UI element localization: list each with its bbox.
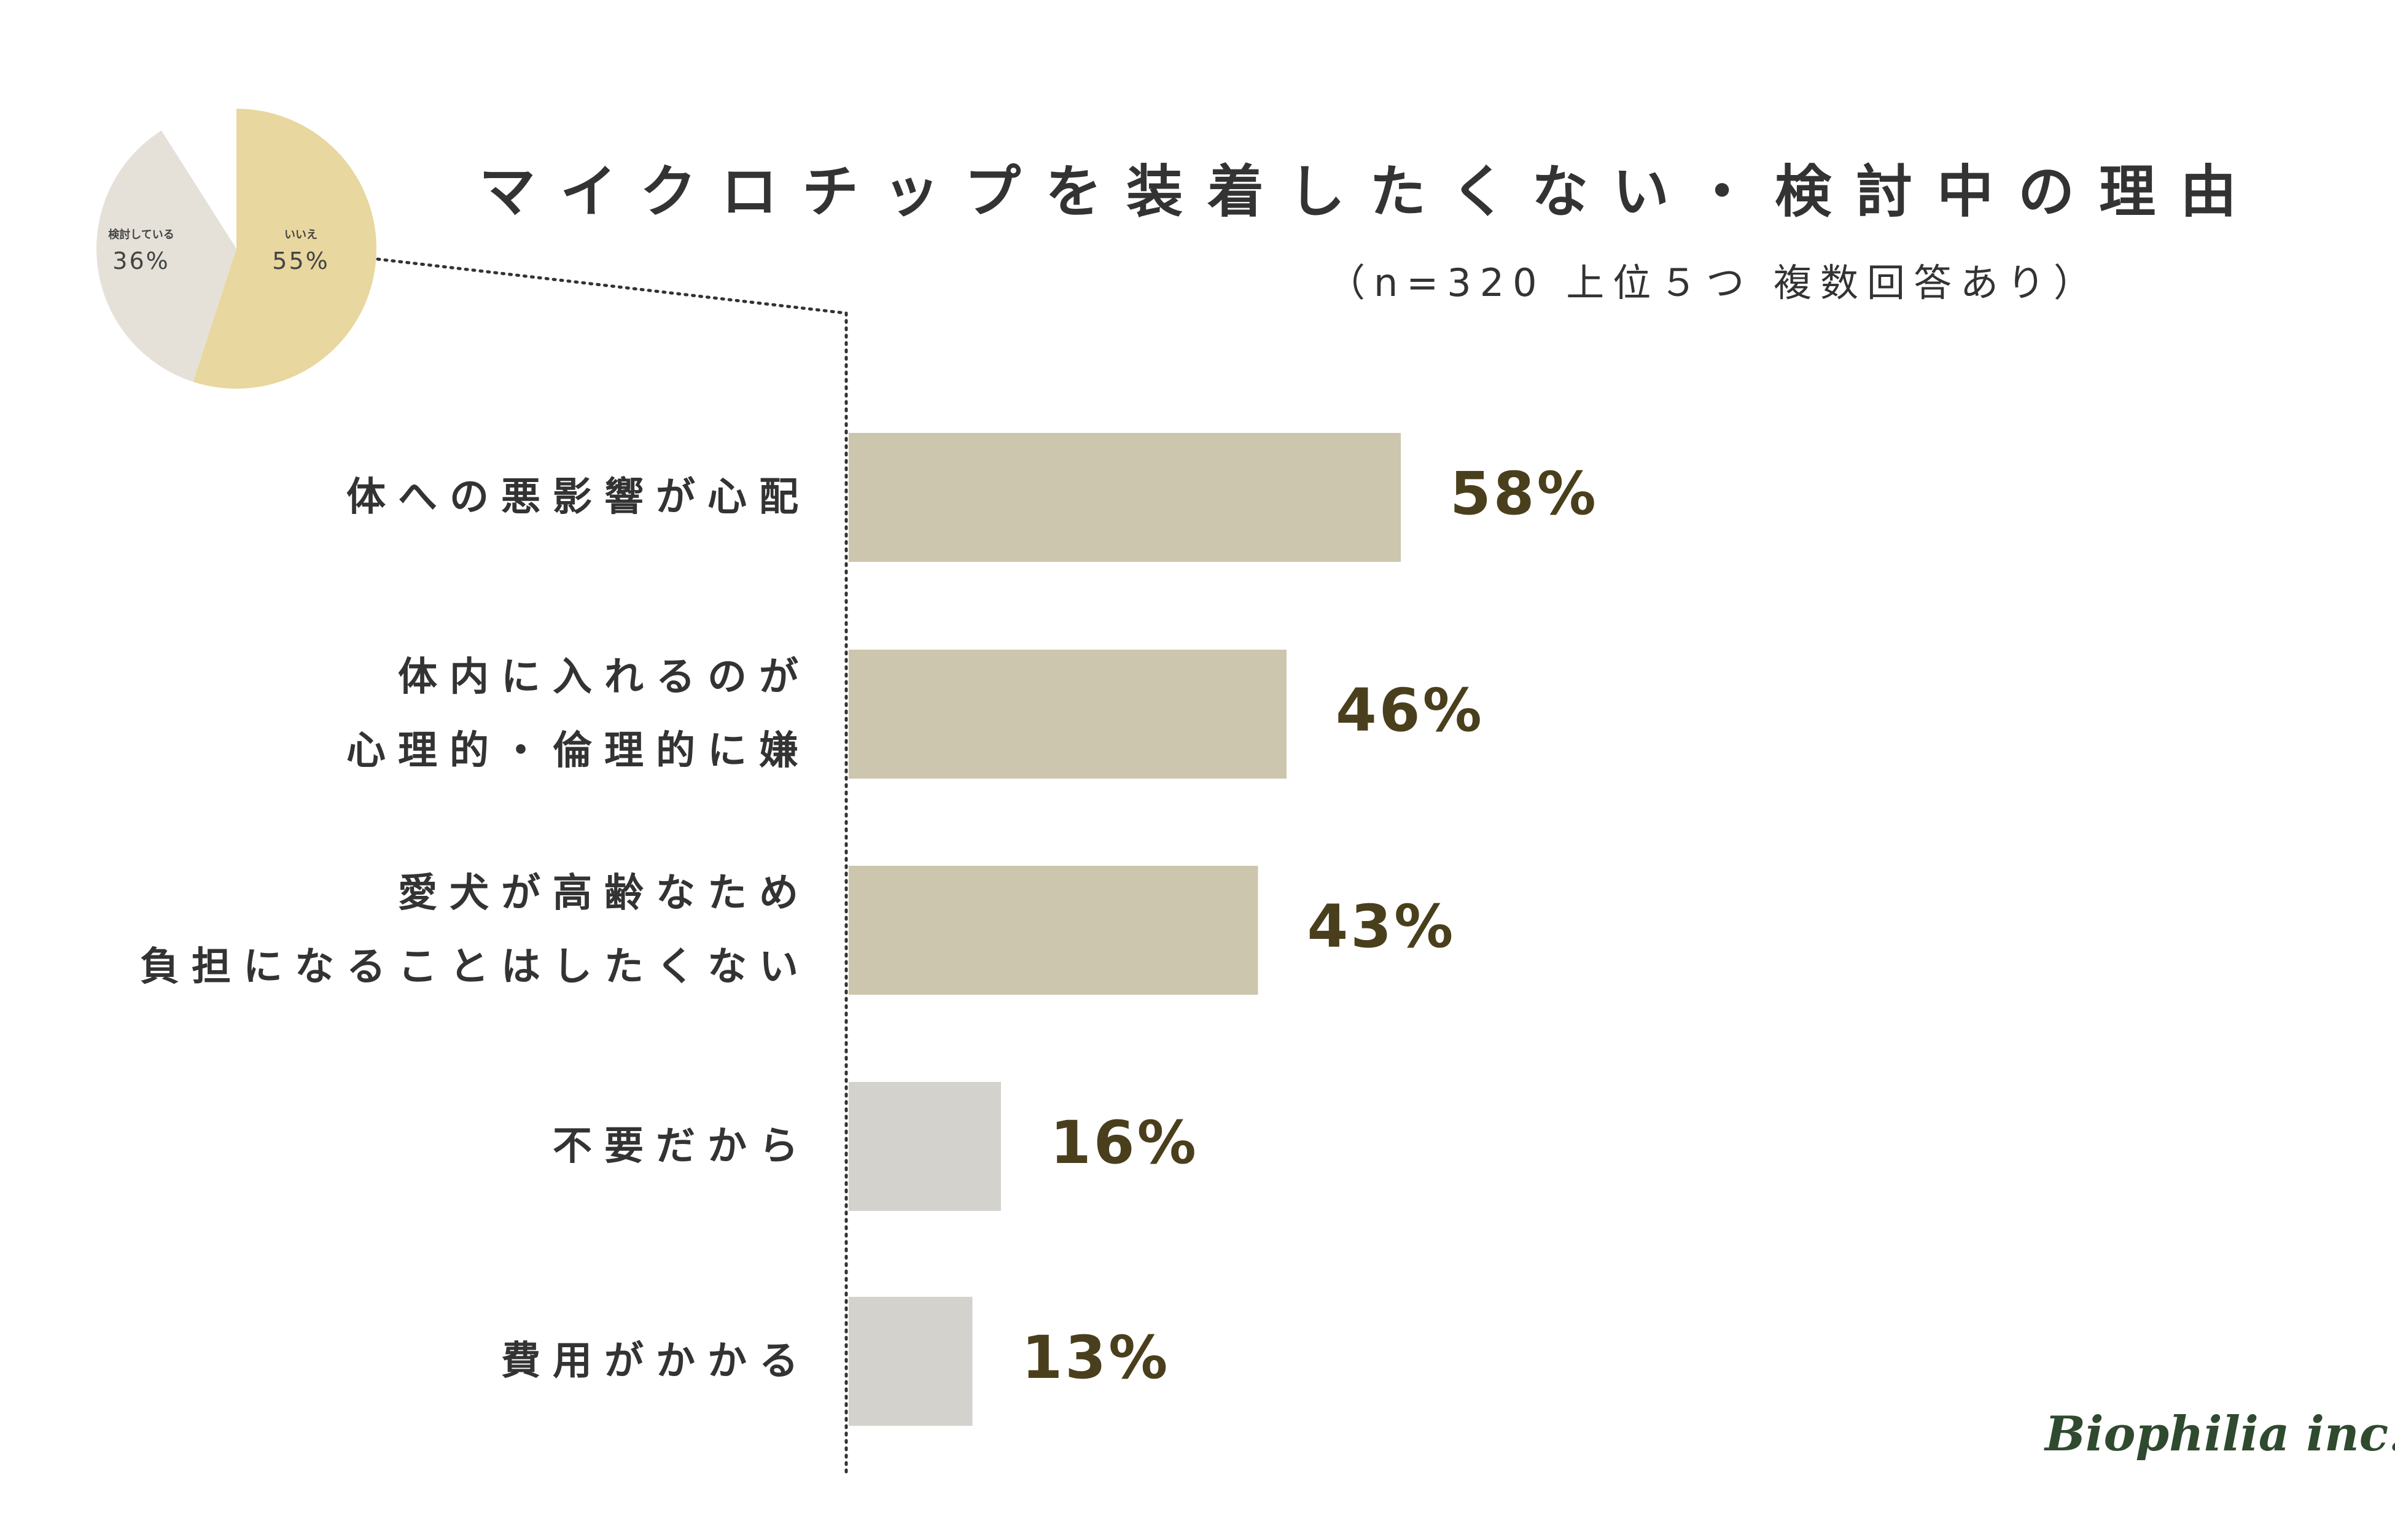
value-label-3: 43% (1307, 892, 1456, 961)
pie-slice-label-2: 検討している (108, 228, 174, 241)
bar-1 (849, 433, 1401, 562)
category-label-1: 体への悪影響が心配 (346, 461, 811, 534)
pie-slice-value-2: 36% (112, 247, 169, 274)
pie-slice-value-1: 55% (272, 247, 329, 274)
bar-2 (849, 650, 1287, 779)
category-label-line: 不要だから (553, 1124, 811, 1169)
category-label-5: 費用がかかる (501, 1324, 811, 1398)
pie-slice-2 (96, 130, 236, 382)
category-label-line: 負担になることはしたくない (140, 944, 811, 990)
chart-subtitle: （n=320 上位５つ 複数回答あり） (1327, 260, 2100, 305)
chart-title: マイクロチップを装着したくない・検討中の理由 (479, 159, 2262, 225)
pie-slice-label-1: いいえ (284, 228, 317, 241)
category-label-4: 不要だから (553, 1110, 811, 1183)
company-logo: Biophilia inc. (2045, 1406, 2395, 1462)
category-label-line: 心理的・倫理的に嫌 (346, 728, 811, 774)
value-label-5: 13% (1021, 1323, 1170, 1392)
category-label-line: 体内に入れるのが (398, 655, 811, 700)
category-label-line: 費用がかかる (501, 1339, 811, 1384)
category-label-line: 愛犬が高齢なため (398, 871, 811, 916)
connector-dotted-line (376, 257, 848, 315)
bar-3 (849, 866, 1258, 995)
category-label-2: 体内に入れるのが心理的・倫理的に嫌 (346, 640, 811, 788)
value-label-4: 16% (1050, 1108, 1199, 1177)
value-label-1: 58% (1450, 459, 1599, 528)
category-label-line: 体への悪影響が心配 (346, 475, 811, 520)
bar-5 (849, 1297, 973, 1426)
bars (849, 433, 1401, 1426)
category-label-3: 愛犬が高齢なため負担になることはしたくない (140, 857, 811, 1004)
pie-slice-1 (193, 109, 376, 389)
bar-4 (849, 1082, 1001, 1211)
pie-chart: いいえ 55% 検討している 36% (96, 109, 376, 389)
value-label-2: 46% (1336, 676, 1484, 745)
